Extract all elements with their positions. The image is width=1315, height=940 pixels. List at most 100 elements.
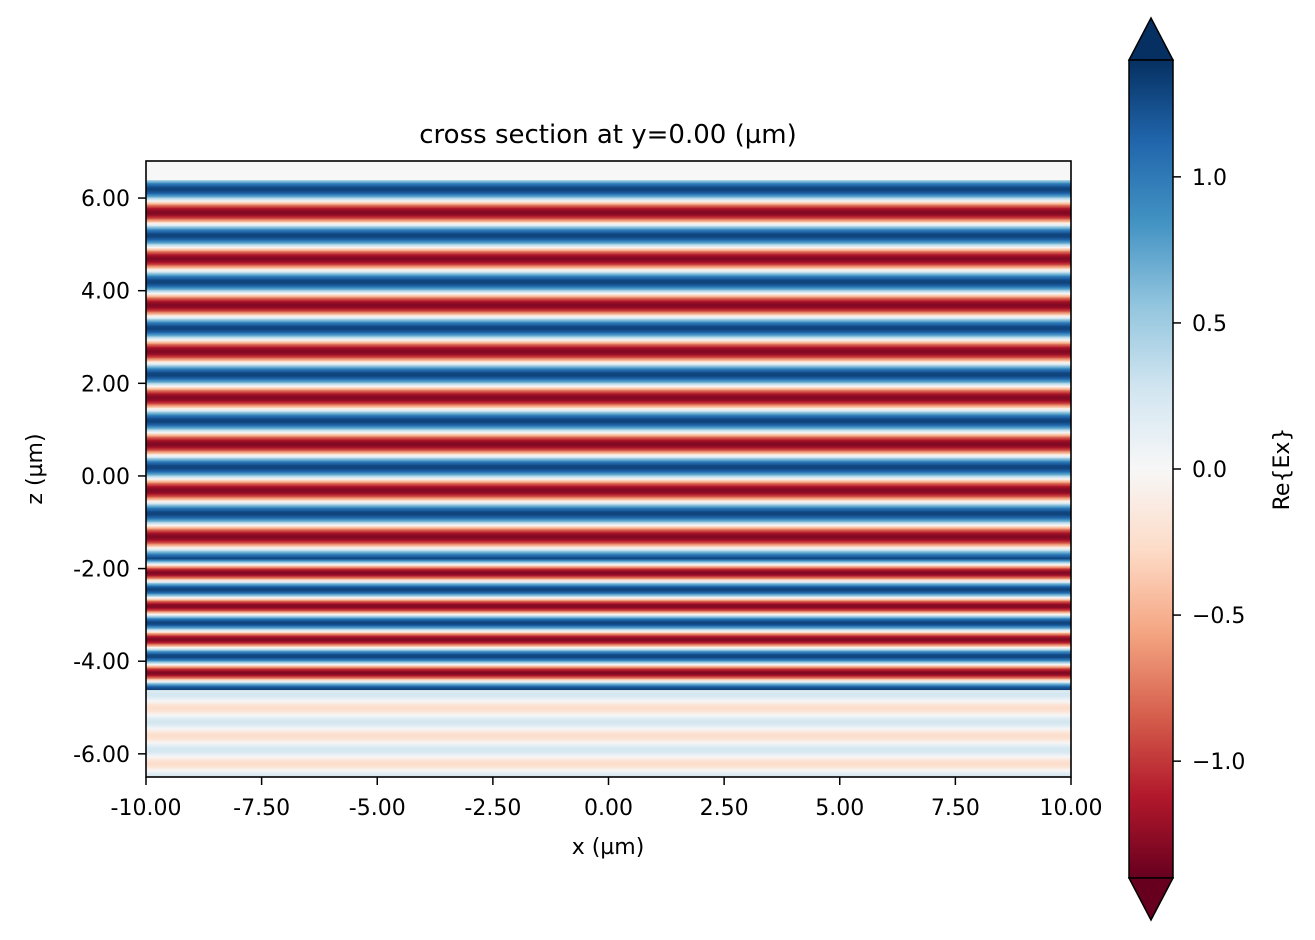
colorbar-ticks: −1.0 −0.5 0.0 0.5 1.0 — [1173, 166, 1245, 775]
field-band — [146, 458, 1071, 461]
x-tick-label: -7.50 — [233, 796, 290, 821]
colorbar-extend-top — [1127, 16, 1175, 61]
field-band — [146, 440, 1071, 443]
field-band — [146, 499, 1071, 502]
field-band — [146, 305, 1071, 308]
field-band — [146, 706, 1071, 709]
field-band — [146, 267, 1071, 270]
field-band — [146, 772, 1071, 775]
field-band — [146, 222, 1071, 225]
field-band — [146, 387, 1071, 390]
field-band — [146, 381, 1071, 383]
field-band — [146, 374, 1071, 377]
field-band — [146, 699, 1071, 702]
field-band — [146, 443, 1071, 446]
field-band — [146, 571, 1071, 574]
y-tick-label: 2.00 — [81, 372, 130, 397]
field-band — [146, 376, 1071, 379]
field-band — [146, 761, 1071, 764]
field-band — [146, 538, 1071, 540]
field-band — [146, 675, 1071, 678]
field-band — [146, 650, 1071, 653]
field-band — [146, 713, 1071, 716]
field-band — [146, 668, 1071, 671]
field-band — [146, 581, 1071, 584]
field-band — [146, 544, 1071, 547]
x-tick-label: 10.00 — [1040, 796, 1103, 821]
field-band — [146, 325, 1071, 328]
field-band — [146, 707, 1071, 710]
field-band — [146, 511, 1071, 514]
field-band — [146, 681, 1071, 684]
field-band — [146, 435, 1071, 438]
field-band — [146, 519, 1071, 522]
field-band — [146, 310, 1071, 313]
field-band — [146, 212, 1071, 215]
field-band — [146, 462, 1071, 465]
field-band — [146, 585, 1071, 588]
field-band — [146, 383, 1071, 386]
field-band — [146, 168, 1071, 171]
field-band — [146, 518, 1071, 521]
field-band — [146, 322, 1071, 325]
field-band — [146, 261, 1071, 264]
field-band — [146, 688, 1071, 691]
field-band — [146, 742, 1071, 745]
field-band — [146, 226, 1071, 229]
field-band — [146, 711, 1071, 714]
field-band — [146, 210, 1071, 213]
field-band — [146, 665, 1071, 668]
field-band — [146, 546, 1071, 549]
field-band — [146, 658, 1071, 661]
field-band — [146, 253, 1071, 256]
field-band — [146, 254, 1071, 257]
field-band — [146, 576, 1071, 579]
field-band — [146, 190, 1071, 193]
field-band — [146, 161, 1071, 164]
field-band — [146, 208, 1071, 211]
field-band — [146, 403, 1071, 406]
field-band — [146, 569, 1071, 572]
field-band — [146, 579, 1071, 582]
field-band — [146, 654, 1071, 657]
x-tick-label: 2.50 — [700, 796, 749, 821]
field-band — [146, 258, 1071, 261]
field-band — [146, 756, 1071, 759]
field-band — [146, 367, 1071, 370]
field-band — [146, 456, 1071, 459]
field-band — [146, 489, 1071, 492]
colorbar-extend-bottom — [1127, 877, 1175, 922]
field-band — [146, 453, 1071, 456]
x-axis: -10.00 -7.50 -5.00 -2.50 0.00 2.50 5.00 7.50 10.… — [111, 777, 1103, 821]
field-band — [146, 726, 1071, 729]
field-band — [146, 492, 1071, 495]
field-band — [146, 260, 1071, 263]
field-band — [146, 262, 1071, 265]
field-band — [146, 265, 1071, 268]
colorbar-tick-label: −0.5 — [1192, 604, 1245, 629]
field-band — [146, 283, 1071, 286]
field-band — [146, 422, 1071, 425]
field-band — [146, 228, 1071, 231]
field-band — [146, 340, 1071, 343]
field-band — [146, 628, 1071, 631]
field-band — [146, 255, 1071, 258]
field-band — [146, 397, 1071, 400]
field-band — [146, 639, 1071, 642]
field-band — [146, 757, 1071, 760]
field-band — [146, 347, 1071, 350]
field-band — [146, 393, 1071, 396]
field-band — [146, 656, 1071, 659]
field-band — [146, 294, 1071, 297]
field-band — [146, 239, 1071, 242]
field-band — [146, 414, 1071, 417]
field-band — [146, 179, 1071, 182]
field-band — [146, 717, 1071, 720]
field-band — [146, 729, 1071, 732]
field-band — [146, 514, 1071, 517]
field-band — [146, 197, 1071, 200]
field-band — [146, 221, 1071, 224]
field-band — [146, 410, 1071, 413]
field-band — [146, 760, 1071, 763]
field-band — [146, 171, 1071, 174]
